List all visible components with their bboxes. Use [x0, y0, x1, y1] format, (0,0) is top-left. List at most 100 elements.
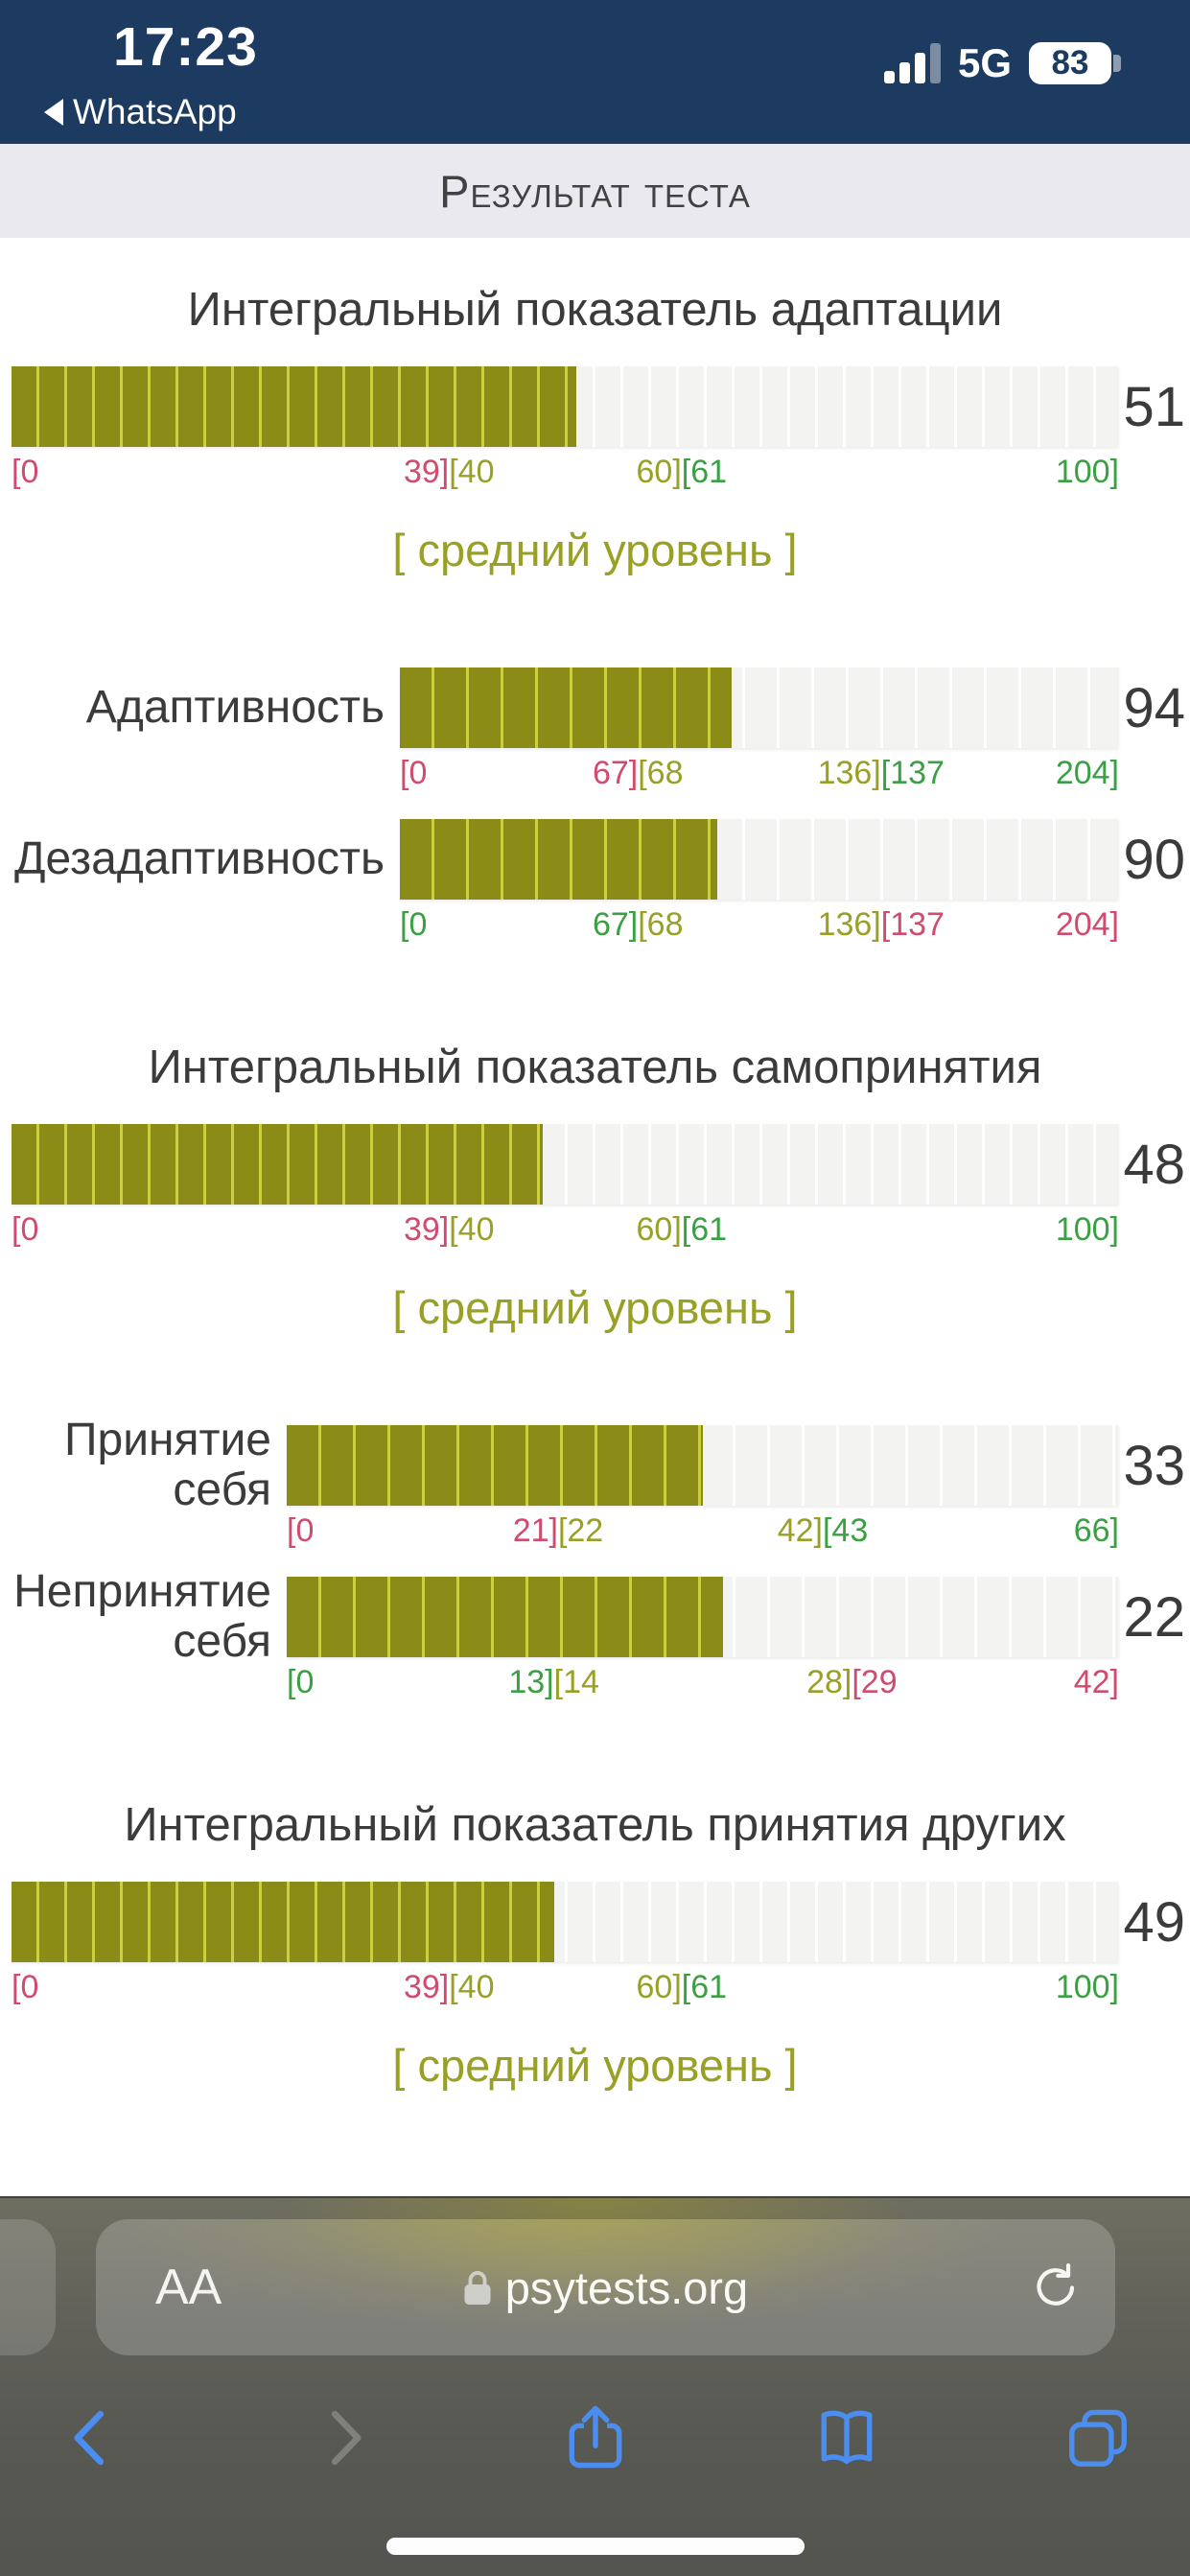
- scale-tick: 67][68: [592, 755, 684, 791]
- chart-bar-column: [0 39][40 60][61 100]: [12, 366, 1119, 495]
- forward-button[interactable]: [307, 2394, 380, 2482]
- reload-button[interactable]: [1029, 2219, 1083, 2355]
- bar-track: [12, 1882, 1119, 1962]
- bar-fill: [287, 1425, 703, 1506]
- battery-percent: 83: [1029, 42, 1111, 84]
- scale-tick: 100]: [1055, 454, 1119, 490]
- scale-tick: 28][29: [806, 1664, 898, 1700]
- scale-tick: [0: [12, 1211, 39, 1248]
- scale-ticks: [0 67][68 136][137 204]: [400, 754, 1119, 796]
- page-title: Результат теста: [439, 165, 751, 217]
- back-app-label: WhatsApp: [73, 92, 237, 131]
- chart-row: Непринятие себя [0 13][14 28][29 42] 22: [0, 1567, 1190, 1705]
- scale-tick: [0: [287, 1664, 315, 1700]
- text-size-button[interactable]: AA: [155, 2260, 222, 2315]
- status-indicators: 5G 83: [883, 33, 1121, 94]
- result-chart-block: Интегральный показатель самопринятия [0 39…: [0, 1040, 1190, 1333]
- result-chart-block: Интегральный показатель адаптации [0 39][4…: [0, 282, 1190, 575]
- scale-tick: [0: [400, 755, 428, 791]
- previous-tab-sliver[interactable]: [0, 2219, 56, 2355]
- scale-tick: 60][61: [636, 1969, 728, 2005]
- scale-tick: 136][137: [817, 906, 945, 943]
- scale-tick: 136][137: [817, 755, 945, 791]
- scale-tick: 42][43: [777, 1512, 869, 1549]
- result-chart-block: Принятие себя [0 21][22 42][43 66] 33 Непринят…: [0, 1415, 1190, 1705]
- bar-track: [400, 819, 1119, 900]
- bar-fill: [287, 1577, 723, 1657]
- scale-tick: [0: [12, 1969, 39, 2005]
- share-button[interactable]: [559, 2394, 632, 2482]
- chart-row: [0 39][40 60][61 100] 49: [0, 1882, 1190, 2010]
- scale-tick: 60][61: [636, 454, 728, 490]
- scale-tick: 204]: [1055, 755, 1119, 791]
- chart-row-label: Дезадаптивность: [13, 833, 385, 884]
- back-triangle-icon: [44, 99, 63, 126]
- scale-ticks: [0 67][68 136][137 204]: [400, 905, 1119, 948]
- scale-tick: 60][61: [636, 1211, 728, 1248]
- bookmarks-book-icon: [821, 2410, 873, 2465]
- status-bar: 17:23 WhatsApp 5G 83: [0, 0, 1190, 144]
- result-chart-block: Интегральный показатель принятия других […: [0, 1797, 1190, 2091]
- battery-nub: [1113, 55, 1121, 72]
- scale-tick: 13][14: [508, 1664, 599, 1700]
- chart-row-value: 48: [1123, 1133, 1185, 1196]
- tabs-button[interactable]: [1062, 2394, 1134, 2482]
- bar-track: [287, 1577, 1119, 1657]
- chart-bar-column: [0 67][68 136][137 204]: [400, 667, 1119, 796]
- level-label: [ средний уровень ]: [392, 2040, 798, 2091]
- chart-title: Интегральный показатель самопринятия: [148, 1042, 1042, 1093]
- navigation-toolbar: [0, 2394, 1190, 2482]
- scale-tick: 100]: [1055, 1969, 1119, 2005]
- chart-row-label: Принятие себя: [64, 1415, 271, 1515]
- bar-track: [12, 1124, 1119, 1205]
- scale-tick: [0: [12, 454, 39, 490]
- scale-tick: [0: [287, 1512, 315, 1549]
- chart-row-value: 51: [1123, 375, 1185, 438]
- scale-tick: 39][40: [403, 1211, 495, 1248]
- status-time: 17:23: [113, 16, 258, 78]
- back-button[interactable]: [56, 2394, 128, 2482]
- scale-ticks: [0 21][22 42][43 66]: [287, 1511, 1119, 1554]
- url-display[interactable]: psytests.org: [96, 2261, 1115, 2314]
- scale-ticks: [0 13][14 28][29 42]: [287, 1663, 1119, 1705]
- scale-ticks: [0 39][40 60][61 100]: [12, 1968, 1119, 2010]
- scale-tick: 66]: [1073, 1512, 1119, 1549]
- chart-bar-column: [0 67][68 136][137 204]: [400, 819, 1119, 948]
- chart-row: Принятие себя [0 21][22 42][43 66] 33: [0, 1415, 1190, 1554]
- chart-row-value: 33: [1123, 1434, 1185, 1497]
- scale-tick: 100]: [1055, 1211, 1119, 1248]
- scale-tick: 67][68: [592, 906, 684, 943]
- bar-fill: [400, 819, 717, 900]
- chart-bar-column: [0 21][22 42][43 66]: [287, 1425, 1119, 1554]
- bar-track: [400, 667, 1119, 748]
- battery-icon: 83: [1029, 42, 1121, 84]
- share-icon: [569, 2405, 621, 2469]
- scale-tick: 39][40: [403, 1969, 495, 2005]
- bar-fill: [12, 366, 577, 447]
- reload-icon: [1037, 2263, 1075, 2306]
- scale-tick: [0: [400, 906, 428, 943]
- chart-title: Интегральный показатель адаптации: [187, 284, 1003, 336]
- bookmarks-button[interactable]: [810, 2394, 883, 2482]
- address-bar[interactable]: AA psytests.org: [96, 2219, 1115, 2355]
- chart-row-value: 49: [1123, 1890, 1185, 1954]
- tabs-icon: [1069, 2409, 1127, 2467]
- scale-tick: 21][22: [512, 1512, 604, 1549]
- home-indicator[interactable]: [385, 2538, 805, 2555]
- chart-row-value: 22: [1123, 1585, 1185, 1649]
- back-to-whatsapp-link[interactable]: WhatsApp: [44, 92, 237, 132]
- bar-track: [287, 1425, 1119, 1506]
- chart-title: Интегральный показатель принятия других: [124, 1799, 1066, 1851]
- chart-bar-column: [0 13][14 28][29 42]: [287, 1577, 1119, 1705]
- chart-bar-column: [0 39][40 60][61 100]: [12, 1124, 1119, 1253]
- chart-row: [0 39][40 60][61 100] 51: [0, 366, 1190, 495]
- chart-row-value: 90: [1123, 828, 1185, 891]
- lock-icon: [464, 2271, 491, 2305]
- scale-tick: 204]: [1055, 906, 1119, 943]
- scale-ticks: [0 39][40 60][61 100]: [12, 1210, 1119, 1253]
- results: Интегральный показатель адаптации [0 39][4…: [0, 238, 1190, 2091]
- chart-row-label: Адаптивность: [85, 682, 385, 733]
- level-label: [ средний уровень ]: [392, 525, 798, 575]
- level-label: [ средний уровень ]: [392, 1282, 798, 1333]
- page-header: Результат теста: [0, 144, 1190, 238]
